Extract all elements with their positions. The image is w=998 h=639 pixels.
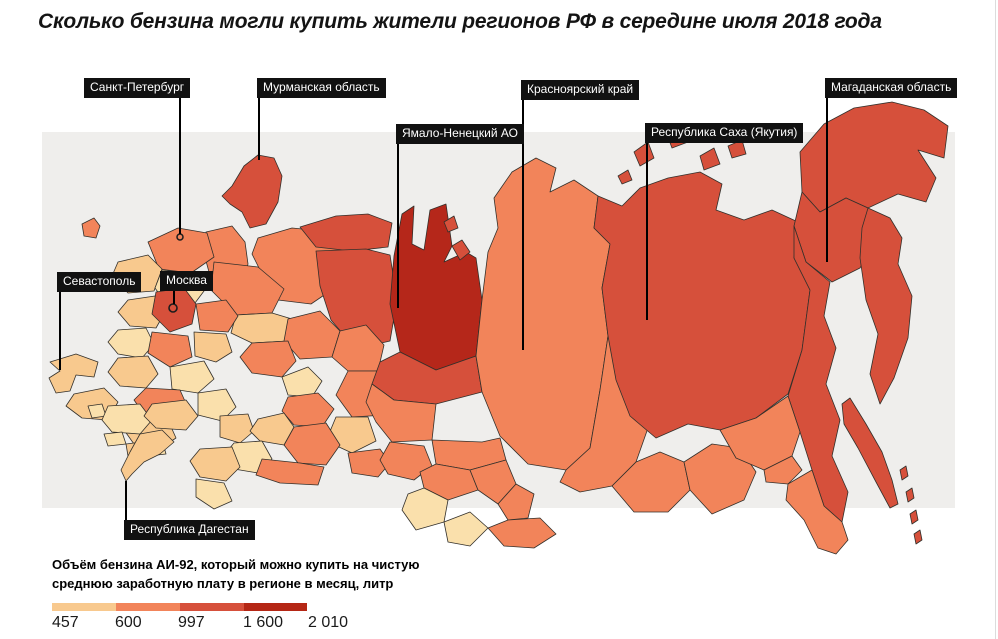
map-region [189,446,241,482]
map-region [475,157,611,471]
callout-line-yamal [397,143,399,308]
map-region [841,397,899,509]
map-region [221,154,283,229]
callout-line-sakha [646,142,648,320]
map-region [785,469,849,555]
region-label-magadan: Магаданская область [825,78,958,98]
map-region [899,465,909,481]
map-region [451,239,471,261]
map-region [365,383,437,443]
map-region [859,207,913,405]
map-region [120,429,175,482]
map-region [699,147,721,171]
map-region [147,331,193,368]
callout-line-krasnoyarsk [522,99,524,350]
region-label-sevastopol: Севастополь [57,272,142,292]
region-label-moscow: Москва [160,271,213,291]
map-region [281,366,323,398]
callout-line-sevastopol [59,288,61,370]
map-region [197,388,237,422]
callout-line-spb [179,97,181,234]
map-region [81,217,101,239]
legend-swatch [244,602,307,611]
map-region [617,169,633,185]
map-region [719,395,801,471]
region-label-spb: Санкт-Петербург [84,78,191,98]
map-region [905,487,915,503]
map-region [195,478,233,510]
legend-title: Объём бензина АИ-92, который можно купит… [52,556,472,594]
legend-swatch [116,602,180,611]
map-region [347,448,391,478]
legend-tick: 2 010 [308,613,349,631]
map-region [487,517,557,549]
map-region [401,487,449,531]
region-label-yamal: Ямало-Ненецкий АО [396,124,524,144]
map-region [299,213,393,252]
map-region [913,529,923,545]
map-region [379,441,433,481]
window-edge-line [995,0,996,639]
map-region [497,483,535,521]
map-region [315,248,398,350]
map-region [683,443,757,515]
callout-line-moscow [173,289,175,304]
map-region [633,141,655,167]
map-region [443,215,459,233]
legend: Объём бензина АИ-92, который можно купит… [52,556,472,634]
legend-tick: 1 600 [243,613,284,631]
chart-title: Сколько бензина могли купить жители реги… [38,10,882,33]
region-label-sakha: Республика Саха (Якутия) [645,123,804,143]
map-region [219,413,255,444]
moscow-city-marker [168,303,178,313]
legend-tick-labels: 457 600 997 1 600 2 010 [52,614,352,634]
legend-tick: 997 [178,613,205,631]
map-region [143,399,199,431]
legend-tick: 600 [115,613,142,631]
map-region [169,360,215,394]
callout-line-murmansk [258,95,260,160]
map-region [48,353,99,394]
legend-title-line1: Объём бензина АИ-92, который можно купит… [52,557,420,572]
spb-city-marker [176,233,184,241]
legend-swatch [52,602,116,611]
legend-swatch [180,602,244,611]
map-region [255,458,325,486]
map-region [103,431,127,447]
map-region [443,511,489,547]
legend-title-line2: среднюю заработную плату в регионе в мес… [52,575,394,591]
callout-line-magadan [826,97,828,262]
map-region [195,299,239,333]
map-region [193,331,233,363]
legend-color-scale [52,602,307,611]
legend-tick: 457 [52,613,79,631]
map-region [787,225,849,523]
map-region [249,412,295,446]
region-label-dagestan: Республика Дагестан [124,520,255,540]
region-label-murmansk: Мурманская область [257,78,386,98]
callout-line-dagestan [125,481,127,520]
map-region [763,455,803,485]
region-label-krasnoyarsk: Красноярский край [521,80,640,100]
map-region [909,509,919,525]
